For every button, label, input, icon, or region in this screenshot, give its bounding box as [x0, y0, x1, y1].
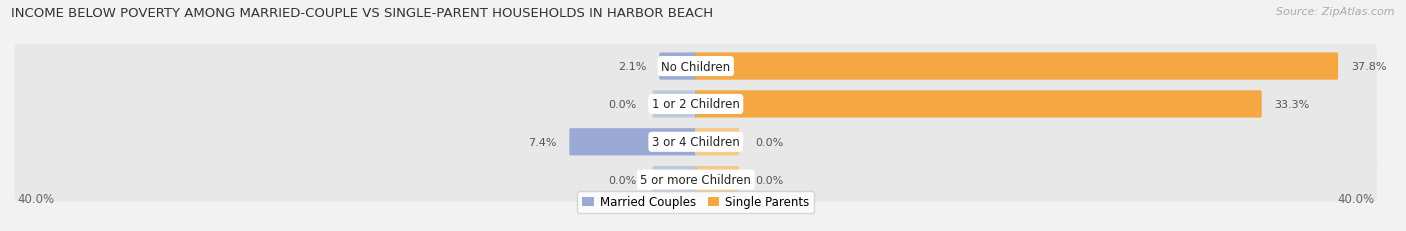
FancyBboxPatch shape: [652, 91, 696, 118]
Text: 5 or more Children: 5 or more Children: [640, 173, 751, 186]
Text: 3 or 4 Children: 3 or 4 Children: [652, 136, 740, 149]
Text: 33.3%: 33.3%: [1274, 100, 1310, 109]
FancyBboxPatch shape: [695, 166, 740, 193]
Text: 37.8%: 37.8%: [1351, 62, 1386, 72]
Text: 0.0%: 0.0%: [609, 175, 637, 185]
Text: 40.0%: 40.0%: [17, 192, 55, 205]
FancyBboxPatch shape: [695, 91, 1261, 118]
Text: 40.0%: 40.0%: [1337, 192, 1375, 205]
FancyBboxPatch shape: [652, 166, 696, 193]
FancyBboxPatch shape: [569, 129, 696, 156]
Text: 7.4%: 7.4%: [529, 137, 557, 147]
Legend: Married Couples, Single Parents: Married Couples, Single Parents: [578, 191, 814, 213]
Text: Source: ZipAtlas.com: Source: ZipAtlas.com: [1277, 7, 1395, 17]
FancyBboxPatch shape: [14, 158, 1376, 201]
Text: INCOME BELOW POVERTY AMONG MARRIED-COUPLE VS SINGLE-PARENT HOUSEHOLDS IN HARBOR : INCOME BELOW POVERTY AMONG MARRIED-COUPL…: [11, 7, 713, 20]
Text: No Children: No Children: [661, 60, 730, 73]
FancyBboxPatch shape: [14, 45, 1376, 88]
FancyBboxPatch shape: [659, 53, 696, 80]
FancyBboxPatch shape: [695, 129, 740, 156]
FancyBboxPatch shape: [14, 83, 1376, 126]
Text: 0.0%: 0.0%: [755, 175, 783, 185]
FancyBboxPatch shape: [14, 121, 1376, 164]
Text: 2.1%: 2.1%: [619, 62, 647, 72]
FancyBboxPatch shape: [695, 53, 1339, 80]
Text: 0.0%: 0.0%: [609, 100, 637, 109]
Text: 1 or 2 Children: 1 or 2 Children: [652, 98, 740, 111]
Text: 0.0%: 0.0%: [755, 137, 783, 147]
